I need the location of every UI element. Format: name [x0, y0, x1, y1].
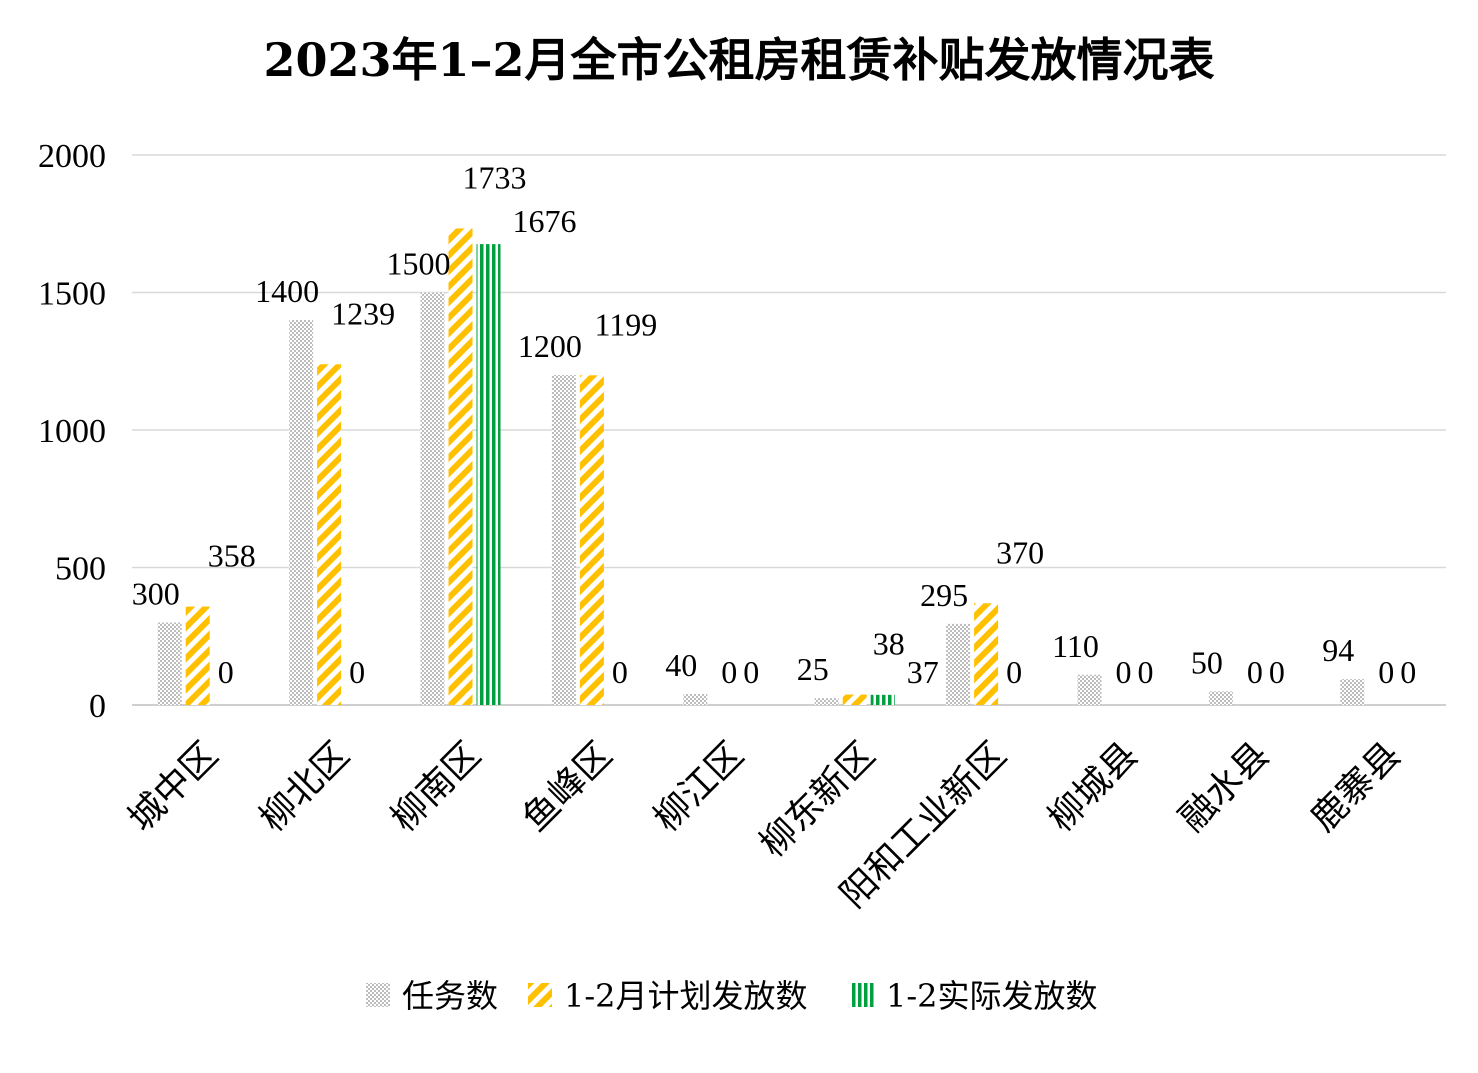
data-label: 37	[907, 654, 939, 690]
bar-1	[1077, 674, 1102, 705]
legend-entry: 1-2实际发放数	[886, 977, 1098, 1015]
x-tick-label: 融水县	[1172, 734, 1277, 839]
bar-1	[1208, 691, 1233, 705]
data-label: 0	[721, 654, 737, 690]
data-label: 38	[873, 626, 905, 662]
y-tick-label: 1500	[38, 276, 106, 313]
x-tick-label: 鱼峰区	[515, 734, 620, 839]
data-label: 110	[1052, 628, 1099, 664]
data-label: 0	[218, 654, 234, 690]
data-label: 94	[1322, 632, 1354, 668]
bar-2	[579, 375, 604, 705]
bar-1	[157, 622, 182, 705]
data-label: 370	[996, 534, 1044, 570]
bar-2	[974, 603, 999, 705]
x-tick-label: 柳北区	[252, 734, 357, 839]
data-label: 40	[665, 647, 697, 683]
data-label: 0	[1006, 654, 1022, 690]
bar-1	[289, 320, 314, 705]
data-label: 0	[1400, 654, 1416, 690]
x-tick-label: 柳南区	[383, 734, 488, 839]
legend-swatch	[850, 983, 874, 1007]
chart-title: 2023年1–2月全市公租房租赁补贴发放情况表	[263, 33, 1215, 87]
data-label: 1500	[387, 246, 451, 282]
data-label: 358	[208, 538, 256, 574]
bar-2	[185, 606, 210, 705]
x-tick-label: 柳江区	[646, 734, 751, 839]
data-label: 1676	[513, 203, 577, 239]
data-label: 0	[1378, 654, 1394, 690]
bar-1	[814, 698, 839, 705]
data-label: 300	[132, 576, 180, 612]
data-label: 0	[1116, 654, 1132, 690]
legend-entry: 1-2月计划发放数	[564, 977, 808, 1015]
data-label: 1400	[255, 273, 319, 309]
x-tick-label: 柳城县	[1040, 734, 1145, 839]
data-label: 0	[1269, 654, 1285, 690]
x-tick-label: 鹿寨县	[1303, 734, 1408, 839]
y-tick-label: 0	[89, 688, 106, 725]
x-tick-label: 柳东新区	[752, 734, 883, 865]
bar-2	[842, 694, 867, 705]
x-tick-label: 城中区	[121, 734, 226, 839]
data-label: 0	[612, 654, 628, 690]
legend-entry: 任务数	[402, 977, 498, 1015]
data-label: 50	[1191, 644, 1223, 680]
y-tick-label: 1000	[38, 413, 106, 450]
bar-2	[317, 364, 342, 705]
legend-swatch	[366, 983, 390, 1007]
data-label: 0	[1247, 654, 1263, 690]
y-tick-label: 500	[55, 551, 106, 588]
data-label: 1199	[594, 306, 657, 342]
bar-3	[476, 244, 501, 705]
bar-1	[1340, 679, 1365, 705]
y-tick-label: 2000	[38, 138, 106, 175]
data-label: 0	[349, 654, 365, 690]
bar-1	[683, 694, 708, 705]
bar-1	[946, 623, 971, 705]
data-label: 0	[743, 654, 759, 690]
bar-2	[448, 228, 473, 706]
bar-1	[551, 375, 576, 705]
bar-1	[420, 292, 445, 705]
data-label: 0	[1138, 654, 1154, 690]
bar-3	[870, 694, 895, 705]
data-label: 1239	[331, 295, 395, 331]
data-label: 25	[797, 651, 829, 687]
data-label: 1733	[463, 159, 527, 195]
data-label: 295	[920, 577, 968, 613]
data-label: 1200	[518, 328, 582, 364]
legend-swatch	[528, 983, 552, 1007]
